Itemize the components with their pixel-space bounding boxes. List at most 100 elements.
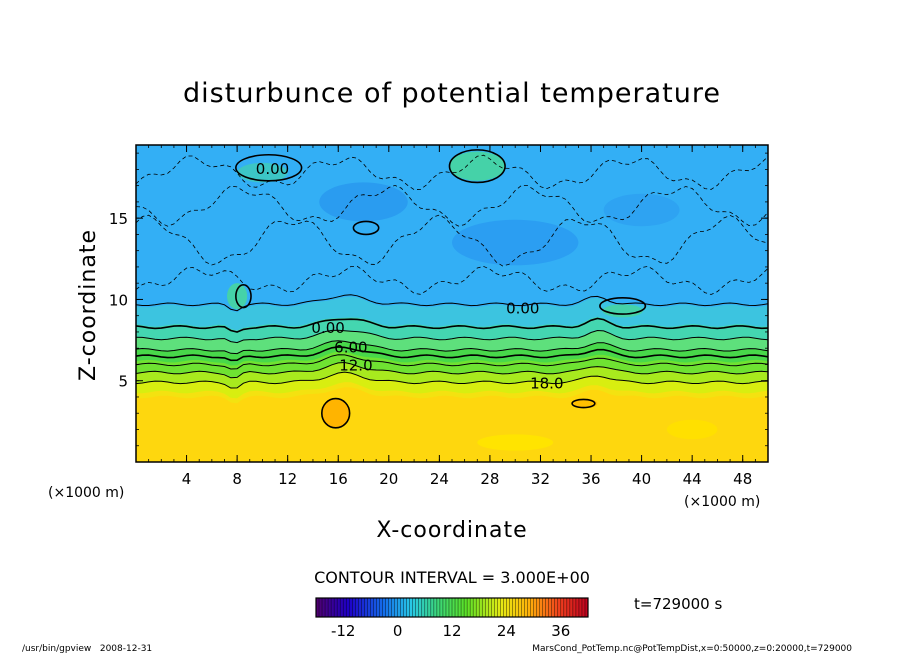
colorbar-cell bbox=[400, 598, 404, 617]
colorbar-cell bbox=[572, 598, 577, 617]
contour-lines bbox=[136, 149, 768, 429]
colorbar-cell bbox=[343, 598, 347, 617]
colorbar-cell bbox=[578, 598, 583, 617]
colorbar-cell bbox=[436, 598, 441, 617]
x-tick-label: 12 bbox=[278, 470, 297, 488]
colorbar-cell bbox=[527, 598, 531, 617]
colorbar-cell bbox=[361, 598, 365, 617]
contour-closed bbox=[352, 220, 380, 236]
y-axis-label: Z-coordinate bbox=[76, 229, 101, 381]
colorbar-tick-label: -12 bbox=[331, 622, 356, 640]
colorbar-cell bbox=[467, 598, 471, 617]
contour-closed bbox=[321, 397, 351, 429]
colorbar-cell bbox=[379, 598, 383, 617]
footer-left: /usr/bin/gpview 2008-12-31 bbox=[22, 644, 152, 654]
colorbar-tick-label: 12 bbox=[442, 622, 461, 640]
contour-closed bbox=[235, 284, 252, 309]
y-tick-label: 10 bbox=[109, 291, 128, 309]
colorbar-cell bbox=[418, 598, 423, 617]
colorbar-cell bbox=[482, 598, 486, 617]
colorbar-cell bbox=[331, 598, 335, 617]
color-patches bbox=[227, 151, 718, 451]
colorbar-cell bbox=[388, 598, 392, 617]
color-patch bbox=[319, 182, 408, 222]
colorbar-cell bbox=[409, 598, 414, 617]
color-bands bbox=[136, 296, 768, 462]
color-patch bbox=[477, 434, 554, 451]
colorbar-cell bbox=[427, 598, 432, 617]
contour-interval-text: CONTOUR INTERVAL = 3.000E+00 bbox=[314, 568, 590, 587]
x-tick-label: 4 bbox=[182, 470, 192, 488]
colorbar-cell bbox=[479, 598, 483, 617]
colorbar-ticks: -12 0 12 24 36 bbox=[331, 622, 570, 640]
time-text: t=729000 s bbox=[634, 595, 722, 613]
colorbar-cell bbox=[334, 598, 338, 617]
colorbar-cell bbox=[430, 598, 435, 617]
colorbar-cell bbox=[319, 598, 323, 617]
colorbar-cell bbox=[494, 598, 498, 617]
color-patch bbox=[321, 398, 350, 428]
x-tick-label: 24 bbox=[430, 470, 449, 488]
colorbar-cell bbox=[382, 598, 386, 617]
colorbar-cell bbox=[581, 598, 586, 617]
colorbar-cell bbox=[412, 598, 417, 617]
color-band bbox=[136, 387, 768, 462]
colorbar-cell bbox=[545, 598, 550, 617]
colorbar-cell bbox=[530, 598, 534, 617]
colorbar-cell bbox=[524, 598, 528, 617]
color-patch bbox=[227, 283, 248, 310]
x-tick-label: 28 bbox=[480, 470, 499, 488]
colorbar-tick-label: 36 bbox=[551, 622, 570, 640]
colorbar-cell bbox=[337, 598, 341, 617]
contour-line bbox=[136, 340, 768, 355]
contour-line-dashed bbox=[136, 184, 768, 227]
colorbar-cell bbox=[373, 598, 377, 617]
colorbar-cell bbox=[355, 598, 359, 617]
colorbar-cell bbox=[548, 598, 553, 617]
chart-title: disturbunce of potential temperature bbox=[183, 78, 721, 109]
colorbar-cell bbox=[424, 598, 429, 617]
contour-label: 0.00 bbox=[506, 300, 539, 318]
colorbar-cell bbox=[476, 598, 480, 617]
contour-label: 12.0 bbox=[339, 356, 372, 374]
colorbar-cell bbox=[367, 598, 371, 617]
colorbar-cell bbox=[464, 598, 468, 617]
x-tick-label: 16 bbox=[329, 470, 348, 488]
colorbar-tick-label: 0 bbox=[393, 622, 403, 640]
color-patch bbox=[452, 219, 579, 266]
colorbar-cell bbox=[322, 598, 326, 617]
colorbar-tick-label: 24 bbox=[497, 622, 516, 640]
colorbar-cell bbox=[433, 598, 438, 617]
colorbar-cell bbox=[448, 598, 453, 617]
contour-line bbox=[136, 361, 768, 379]
colorbar-cell bbox=[458, 598, 462, 617]
colorbar-cell bbox=[557, 598, 562, 617]
contour-label: 18.0 bbox=[530, 374, 563, 392]
x-unit-right: (×1000 m) bbox=[684, 494, 760, 510]
colorbar-cell bbox=[488, 598, 492, 617]
colorbar-cell bbox=[452, 598, 456, 617]
contour-label: 6.00 bbox=[334, 339, 367, 357]
colorbar-cell bbox=[442, 598, 447, 617]
colorbar-cell bbox=[352, 598, 356, 617]
contour-closed bbox=[599, 297, 647, 315]
colorbar-cell bbox=[536, 598, 540, 617]
contour-line bbox=[136, 294, 768, 312]
contour-line bbox=[136, 329, 768, 344]
contour-line-dashed bbox=[136, 265, 768, 295]
contour-label: 0.00 bbox=[256, 160, 289, 178]
colorbar-cell bbox=[364, 598, 368, 617]
colorbar-cell bbox=[575, 598, 580, 617]
colorbar-cell bbox=[346, 598, 350, 617]
colorbar-cell bbox=[340, 598, 344, 617]
contour-closed bbox=[235, 153, 303, 182]
colorbar-cell bbox=[439, 598, 444, 617]
colorbar-cell bbox=[509, 598, 513, 617]
color-patch bbox=[603, 193, 680, 227]
x-tick-label: 8 bbox=[232, 470, 242, 488]
colorbar-cell bbox=[563, 598, 568, 617]
x-tick-label: 44 bbox=[683, 470, 702, 488]
colorbar-cell bbox=[554, 598, 559, 617]
colorbar-cell bbox=[500, 598, 504, 617]
